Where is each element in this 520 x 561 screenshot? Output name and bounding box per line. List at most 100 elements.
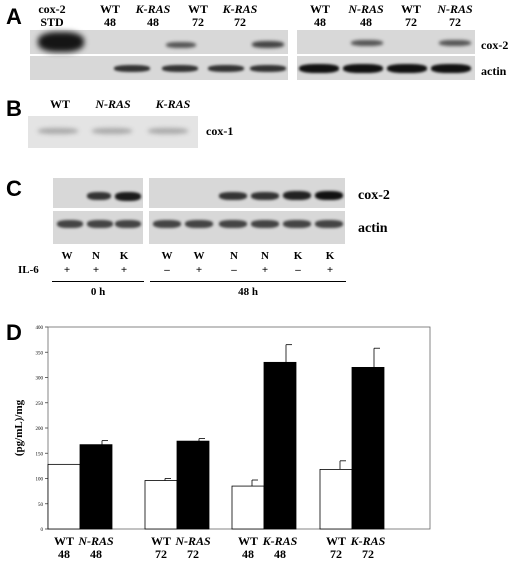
blot-divider [53, 208, 143, 211]
x-category-label: K-RAS [262, 534, 298, 548]
x-category-label: 48 [90, 547, 102, 561]
actin-band [431, 64, 471, 73]
actin-band [153, 220, 181, 228]
x-category-label: 72 [330, 547, 342, 561]
band-label-cox2: cox-2 [481, 38, 509, 52]
actin-band [57, 220, 83, 228]
y-axis-label: (pg/mL)/mg [13, 399, 25, 456]
x-category-label: N-RAS [77, 534, 114, 548]
lane-label: N-RAS 48 [348, 2, 384, 29]
cox2-band [219, 192, 247, 200]
cox2-band [315, 191, 343, 200]
panel-letter-a: A [6, 4, 22, 29]
cox2-band [252, 41, 284, 48]
bar [144, 480, 178, 530]
actin-band [251, 220, 279, 228]
x-category-label: K-RAS [350, 534, 386, 548]
lane-label: K [293, 250, 303, 262]
panel-a-left-blot [30, 30, 288, 80]
cox2-band [351, 40, 383, 46]
panel-c-right-blot [149, 178, 345, 244]
lane-label: WT 48 [309, 2, 330, 29]
cox2-standard-band [38, 32, 84, 52]
y-tick-label: 300 [36, 377, 44, 382]
y-tick-label: 150 [36, 452, 44, 457]
x-category-label: 72 [187, 547, 199, 561]
lane-label: N-RAS [95, 97, 131, 111]
y-tick-label: 250 [36, 402, 44, 407]
actin-band [387, 64, 427, 73]
bar [231, 485, 265, 530]
panel-a-right-blot [297, 30, 475, 80]
actin-band [283, 220, 311, 228]
lane-label: K-RAS 48 [135, 2, 171, 29]
x-category-label: 72 [362, 547, 374, 561]
bar [47, 463, 81, 530]
cox1-band [38, 128, 78, 134]
cox2-band [251, 192, 279, 200]
actin-band [343, 64, 383, 73]
lane-label: cox-2 STD [38, 2, 66, 29]
actin-band [299, 64, 339, 73]
y-tick-label: 0 [41, 528, 44, 533]
blot-divider [149, 208, 345, 211]
actin-band [315, 220, 343, 228]
il6-sign: – [164, 264, 170, 276]
bar [319, 469, 353, 530]
y-tick-label: 50 [38, 503, 44, 508]
il6-sign: + [261, 264, 269, 276]
actin-band [162, 65, 198, 72]
x-category-label: N-RAS [174, 534, 211, 548]
actin-band [219, 220, 247, 228]
band-label-actin: actin [481, 64, 507, 78]
il6-sign: – [231, 264, 237, 276]
actin-band [208, 65, 244, 72]
panel-letter-d: D [6, 320, 22, 345]
lane-label: WT 48 [99, 2, 120, 29]
lane-label: W [193, 250, 205, 262]
y-tick-label: 100 [36, 478, 44, 483]
band-label-cox1: cox-1 [206, 124, 234, 138]
lane-label: WT 72 [400, 2, 421, 29]
lane-label: WT 72 [187, 2, 208, 29]
timepoint-line-0h [52, 281, 144, 282]
x-category-label: WT [238, 534, 258, 548]
x-category-label: 72 [155, 547, 167, 561]
actin-band [114, 65, 150, 72]
il6-sign: + [92, 264, 100, 276]
lane-label: N [230, 250, 238, 262]
bar [351, 366, 385, 530]
cox2-band [439, 40, 471, 46]
il6-sign: + [326, 264, 334, 276]
x-category-label: 48 [242, 547, 254, 561]
x-category-label: 48 [58, 547, 70, 561]
bar [79, 444, 113, 530]
blot-divider [297, 54, 475, 56]
panel-letter-c: C [6, 176, 22, 201]
lane-label: K [119, 250, 129, 262]
lane-label: N-RAS 72 [437, 2, 473, 29]
lane-label: W [61, 250, 73, 262]
lane-label: K-RAS [155, 97, 191, 111]
actin-band [87, 220, 113, 228]
x-category-label: WT [54, 534, 74, 548]
il6-sign: + [120, 264, 128, 276]
panel-b-blot [28, 116, 198, 148]
timepoint-label: 48 h [238, 286, 258, 298]
il6-sign: + [195, 264, 203, 276]
cox2-band [115, 192, 141, 201]
y-tick-label: 200 [36, 427, 44, 432]
timepoint-label: 0 h [90, 286, 106, 298]
lane-label: N [92, 250, 100, 262]
il6-sign: + [63, 264, 71, 276]
band-label-actin: actin [358, 221, 388, 236]
lane-label: W [161, 250, 173, 262]
cox1-band [92, 128, 132, 134]
y-tick-label: 400 [36, 326, 44, 331]
il6-sign: – [295, 264, 301, 276]
il6-row-label: IL-6 [18, 264, 39, 276]
lane-label: K [325, 250, 335, 262]
x-category-label: WT [326, 534, 346, 548]
actin-band [185, 220, 213, 228]
